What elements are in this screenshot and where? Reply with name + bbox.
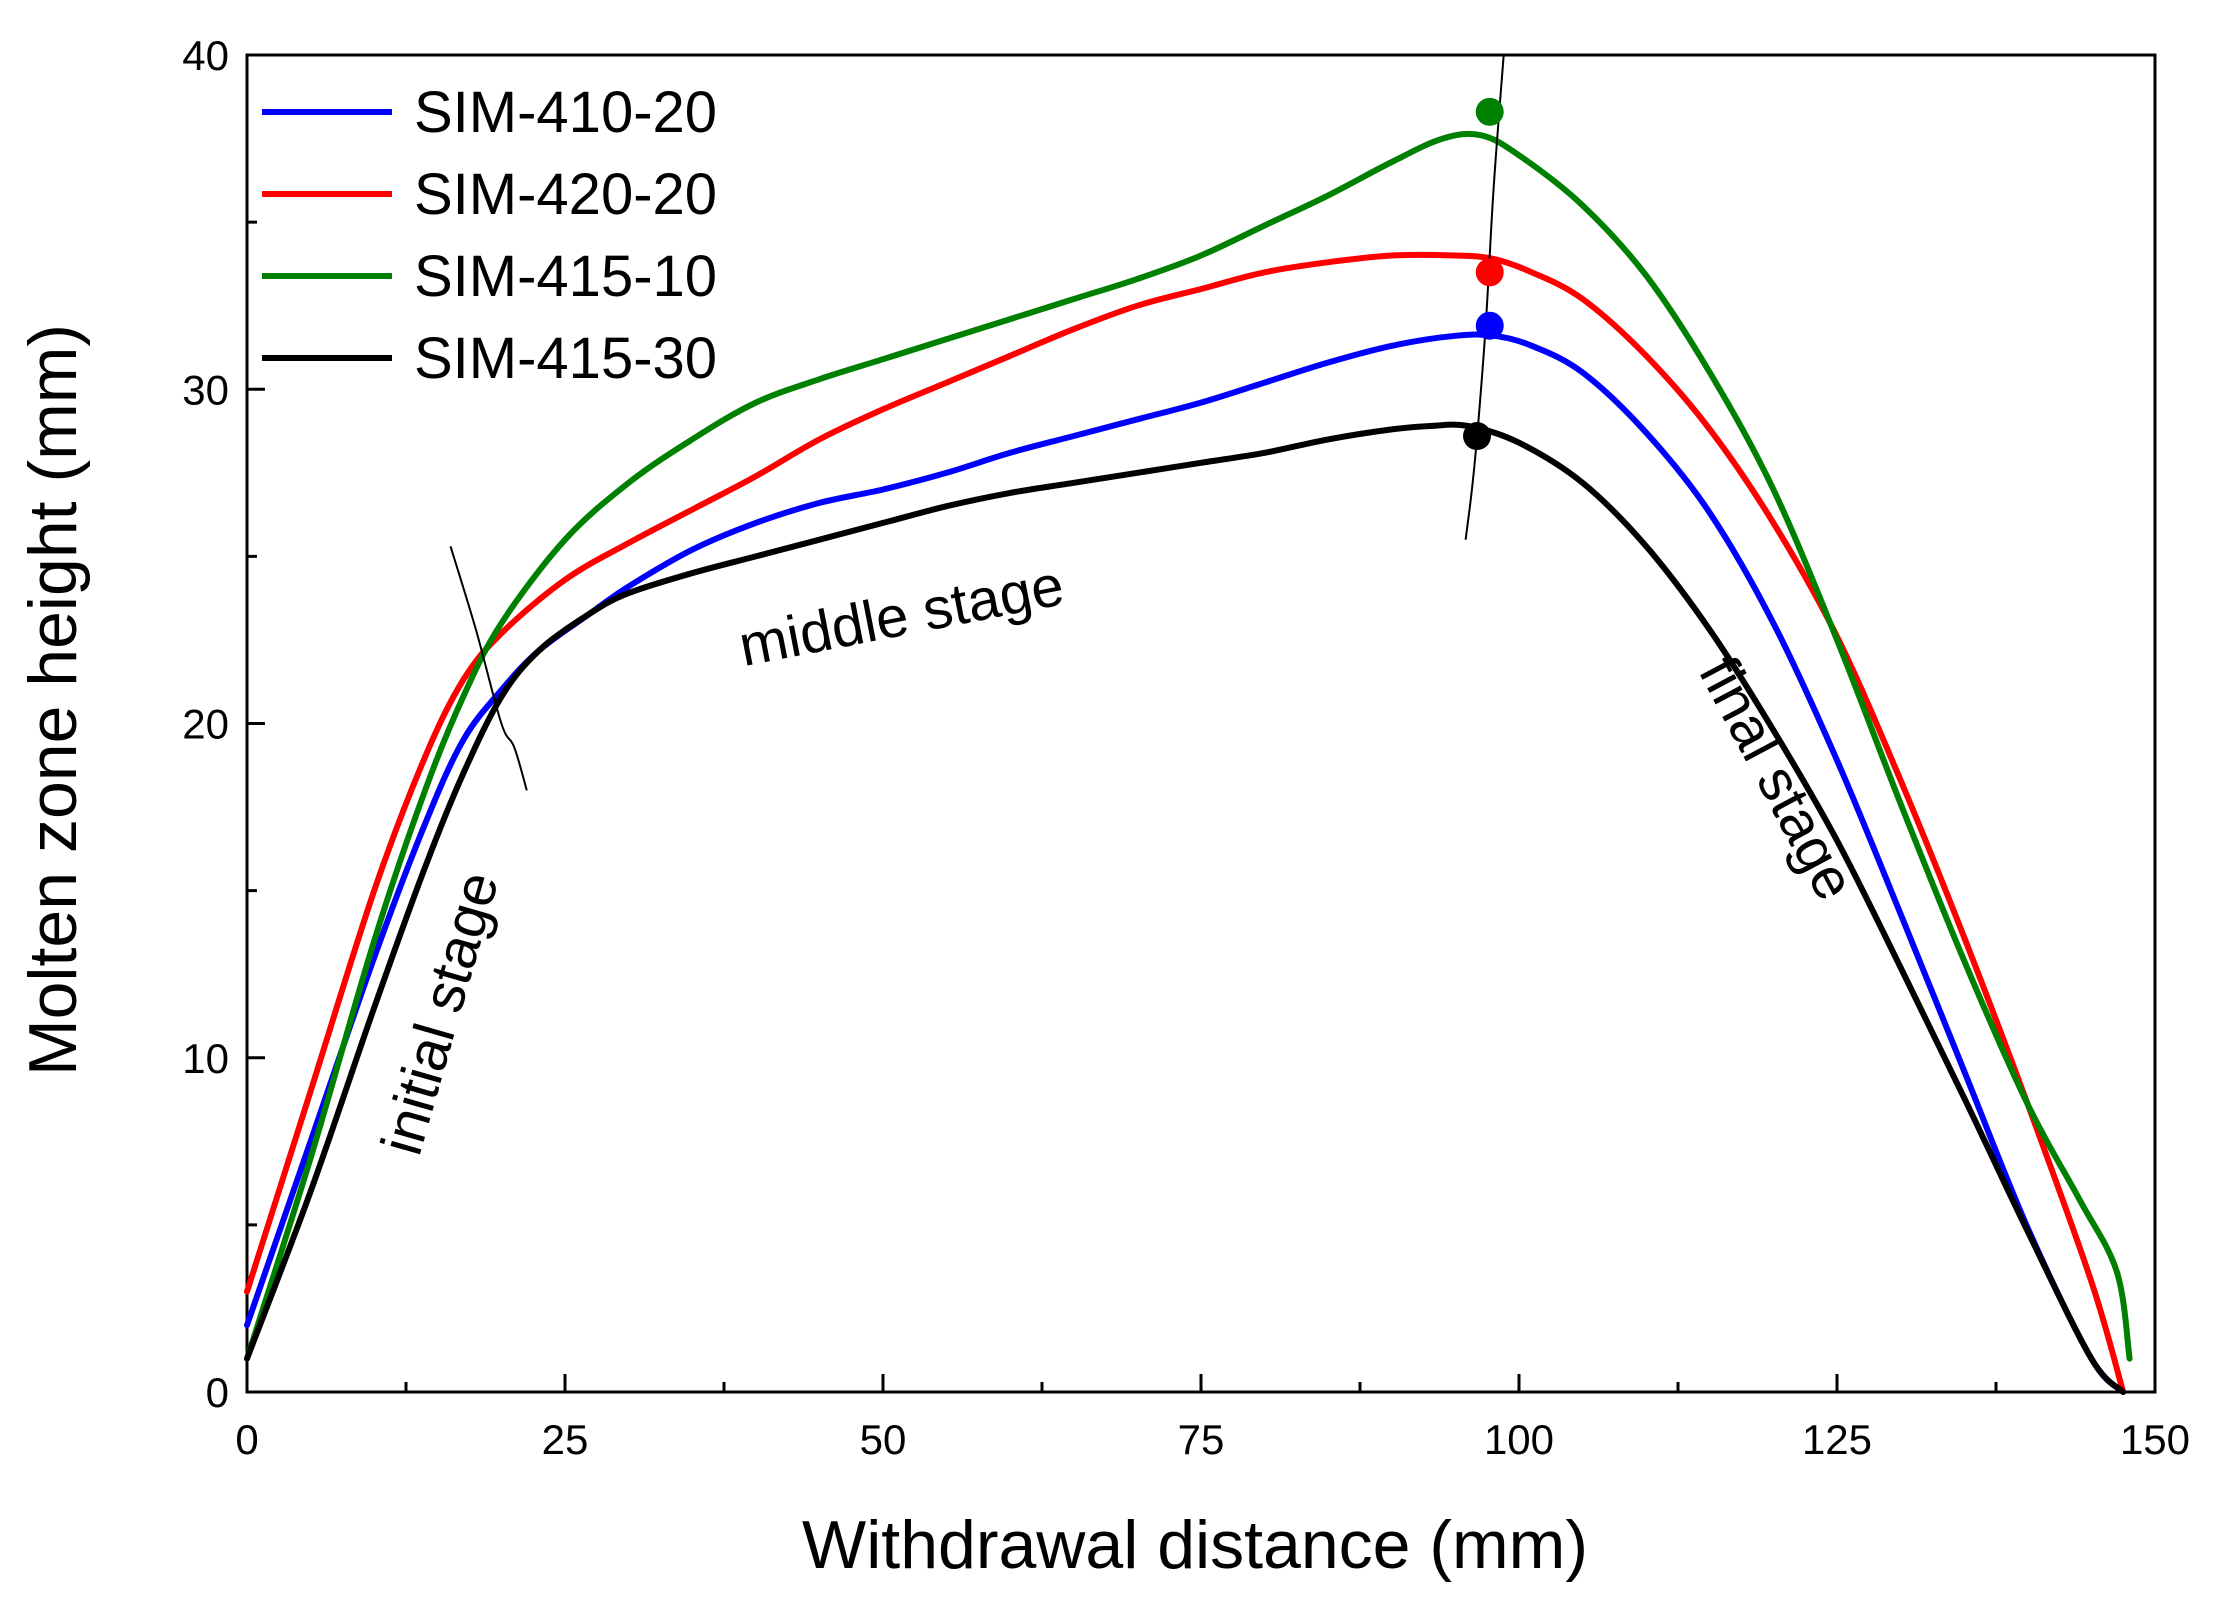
series-lines [244,130,2133,1395]
x-tick-label: 0 [235,1416,258,1463]
legend-label-sim-410-20: SIM-410-20 [414,80,717,145]
x-tick-label: 100 [1484,1416,1554,1463]
peak-marker-sim-410-20 [1475,311,1504,340]
x-tick-label: 150 [2120,1416,2190,1463]
annotation-middle-stage: middle stage [734,553,1069,680]
peak-marker-sim-420-20 [1475,258,1504,287]
stage-boundaries [449,54,1505,791]
x-axis-title: Withdrawal distance (mm) [802,1507,1588,1583]
axes: 0 25 50 75 100 125 150 0 10 20 30 40 [182,32,2190,1463]
series-line-sim-415-30 [244,421,2127,1395]
peak-marker-sim-415-30 [1463,422,1492,451]
y-tick-label: 20 [182,701,229,748]
series-line-sim-420-20 [244,251,2127,1395]
initial-middle-boundary [449,546,528,791]
x-tick-label: 75 [1178,1416,1225,1463]
y-tick-label: 30 [182,366,229,413]
x-tick-label: 125 [1802,1416,1872,1463]
peak-markers [1463,97,1504,451]
y-tick-label: 0 [206,1369,229,1416]
y-axis-title: Molten zone height (mm) [15,324,91,1076]
legend-label-sim-420-20: SIM-420-20 [414,162,717,227]
series-line-sim-415-10 [244,130,2133,1362]
series-line-sim-410-20 [244,331,2127,1395]
legend-label-sim-415-30: SIM-415-30 [414,326,717,391]
x-tick-label: 25 [542,1416,589,1463]
legend-label-sim-415-10: SIM-415-10 [414,244,717,309]
peak-marker-sim-415-10 [1475,97,1504,126]
legend: SIM-410-20 SIM-420-20 SIM-415-10 SIM-415-30 [262,80,717,391]
annotation-final-stage: final stage [1686,646,1868,910]
middle-final-boundary [1464,54,1505,540]
x-tick-label: 50 [860,1416,907,1463]
y-tick-label: 40 [182,32,229,79]
y-tick-label: 10 [182,1035,229,1082]
